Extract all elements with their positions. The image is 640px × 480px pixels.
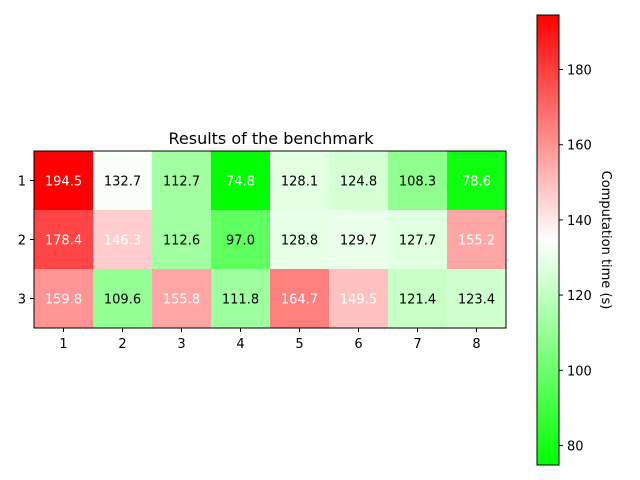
- cell-value-label: 112.6: [163, 234, 200, 249]
- cell-value-label: 127.7: [399, 234, 436, 249]
- colorbar-tick-label: 160: [567, 139, 592, 154]
- heatmap-cell: [447, 210, 507, 270]
- heatmap-cells: 194.5 132.7 112.7 74.8 128.1 124.8 108.3 78.6 17…: [34, 151, 507, 329]
- colorbar: [536, 14, 560, 466]
- heatmap-cell: [270, 151, 330, 211]
- heatmap-cell: [152, 210, 212, 270]
- cell-value-label: 111.8: [222, 293, 259, 308]
- y-tick-label: 3: [18, 293, 26, 308]
- heatmap-cell: [447, 269, 507, 329]
- cell-value-label: 112.7: [163, 175, 200, 190]
- heatmap-cell: [447, 151, 507, 211]
- cell-value-label: 159.8: [45, 293, 82, 308]
- cell-value-label: 97.0: [226, 234, 255, 249]
- colorbar-tick-label: 140: [567, 214, 592, 229]
- colorbar-tick-label: 120: [567, 289, 592, 304]
- cell-value-label: 129.7: [340, 234, 377, 249]
- cell-value-label: 109.6: [104, 293, 141, 308]
- cell-value-label: 178.4: [45, 234, 82, 249]
- heatmap-cell: [388, 151, 448, 211]
- heatmap-cell: [211, 151, 271, 211]
- cell-value-label: 108.3: [399, 175, 436, 190]
- x-tick-label: 1: [59, 337, 67, 352]
- heatmap-cell: [34, 269, 94, 329]
- heatmap-cell: [211, 269, 271, 329]
- y-tick-label: 1: [18, 175, 26, 190]
- y-axis: 1 2 3: [18, 175, 34, 308]
- heatmap-cell: [93, 269, 153, 329]
- x-tick-label: 8: [472, 337, 480, 352]
- x-tick-label: 3: [177, 337, 185, 352]
- cell-value-label: 155.2: [458, 234, 495, 249]
- heatmap-cell: [34, 210, 94, 270]
- heatmap-cell: [34, 151, 94, 211]
- cell-value-label: 194.5: [45, 175, 82, 190]
- x-tick-label: 7: [413, 337, 421, 352]
- heatmap-cell: [93, 151, 153, 211]
- heatmap-cell: [388, 269, 448, 329]
- heatmap-cell: [270, 269, 330, 329]
- cell-value-label: 132.7: [104, 175, 141, 190]
- x-tick-label: 5: [295, 337, 303, 352]
- cell-value-label: 155.8: [163, 293, 200, 308]
- colorbar-axis: 80 100 120 140 160 180: [559, 64, 592, 454]
- cell-value-label: 149.5: [340, 293, 377, 308]
- colorbar-tick-label: 180: [567, 64, 592, 79]
- cell-value-label: 128.1: [281, 175, 318, 190]
- x-tick-label: 6: [354, 337, 362, 352]
- heatmap-cell: [93, 210, 153, 270]
- cell-value-label: 123.4: [458, 293, 495, 308]
- colorbar-tick-label: 100: [567, 364, 592, 379]
- cell-value-label: 78.6: [462, 175, 491, 190]
- cell-value-label: 74.8: [226, 175, 255, 190]
- heatmap-cell: [329, 151, 389, 211]
- colorbar-label: Computation time (s): [598, 171, 613, 310]
- y-tick-label: 2: [18, 234, 26, 249]
- cell-value-label: 164.7: [281, 293, 318, 308]
- cell-value-label: 121.4: [399, 293, 436, 308]
- heatmap-cell: [388, 210, 448, 270]
- x-tick-label: 2: [118, 337, 126, 352]
- heatmap-cell: [329, 269, 389, 329]
- colorbar-tick-label: 80: [567, 439, 584, 454]
- heatmap-cell: [152, 269, 212, 329]
- heatmap-cell: [329, 210, 389, 270]
- chart-title: Results of the benchmark: [168, 129, 374, 148]
- x-tick-label: 4: [236, 337, 244, 352]
- heatmap-cell: [152, 151, 212, 211]
- cell-value-label: 128.8: [281, 234, 318, 249]
- x-axis: 1 2 3 4 5 6 7 8: [59, 328, 481, 352]
- heatmap-cell: [270, 210, 330, 270]
- cell-value-label: 124.8: [340, 175, 377, 190]
- cell-value-label: 146.3: [104, 234, 141, 249]
- heatmap-cell: [211, 210, 271, 270]
